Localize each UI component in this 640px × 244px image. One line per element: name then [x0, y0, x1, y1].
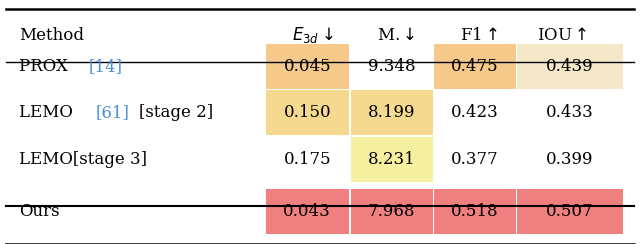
- Bar: [351, 189, 433, 234]
- Bar: [266, 90, 349, 135]
- Text: [14]: [14]: [89, 58, 123, 75]
- Text: 0.439: 0.439: [546, 58, 594, 75]
- Bar: [517, 44, 623, 89]
- Bar: [434, 189, 516, 234]
- Bar: [517, 189, 623, 234]
- Text: Method: Method: [19, 27, 84, 44]
- Text: Ours: Ours: [19, 203, 60, 220]
- Bar: [351, 90, 433, 135]
- Text: F1$\uparrow$: F1$\uparrow$: [460, 27, 498, 44]
- Text: 0.423: 0.423: [451, 104, 499, 121]
- Text: 0.399: 0.399: [546, 151, 594, 168]
- Bar: [434, 44, 516, 89]
- Bar: [266, 44, 349, 89]
- Text: 0.377: 0.377: [451, 151, 499, 168]
- Bar: [351, 137, 433, 182]
- Text: 7.968: 7.968: [368, 203, 415, 220]
- Text: [stage 2]: [stage 2]: [140, 104, 213, 121]
- Text: 8.199: 8.199: [368, 104, 415, 121]
- Text: 0.045: 0.045: [284, 58, 331, 75]
- Text: 0.043: 0.043: [284, 203, 331, 220]
- Text: [61]: [61]: [95, 104, 129, 121]
- Text: 0.433: 0.433: [546, 104, 594, 121]
- Text: 8.231: 8.231: [368, 151, 415, 168]
- Text: 0.518: 0.518: [451, 203, 499, 220]
- Text: 9.348: 9.348: [368, 58, 415, 75]
- Text: M.$\downarrow$: M.$\downarrow$: [376, 27, 415, 44]
- Text: LEMO: LEMO: [19, 104, 78, 121]
- Text: 0.475: 0.475: [451, 58, 499, 75]
- Text: $E_{3d}$$\downarrow$: $E_{3d}$$\downarrow$: [292, 25, 333, 45]
- Bar: [266, 189, 349, 234]
- Text: 0.150: 0.150: [284, 104, 331, 121]
- Text: 0.175: 0.175: [284, 151, 331, 168]
- Text: LEMO[stage 3]: LEMO[stage 3]: [19, 151, 147, 168]
- Text: PROX: PROX: [19, 58, 74, 75]
- Text: IOU$\uparrow$: IOU$\uparrow$: [537, 27, 587, 44]
- Text: 0.507: 0.507: [546, 203, 594, 220]
